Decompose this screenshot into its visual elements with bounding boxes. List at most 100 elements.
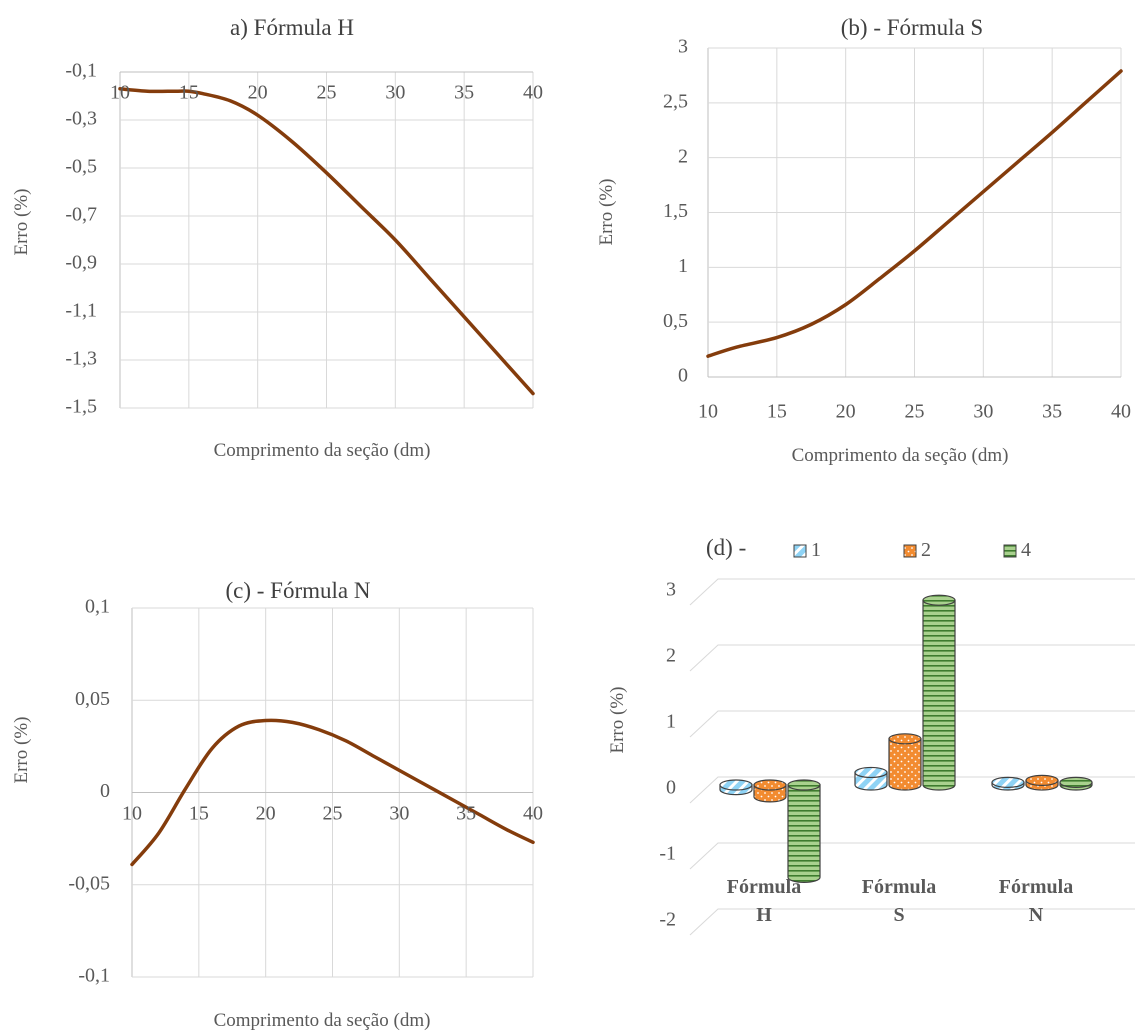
chart-d-bar-2-0-cap xyxy=(991,776,1025,788)
chart-b-xtick-30: 30 xyxy=(973,401,993,423)
chart-d-legend-swatch-2 xyxy=(1003,544,1017,558)
chart-c-title: (c) - Fórmula N xyxy=(226,578,371,603)
chart-d-bar-0-1-cap xyxy=(753,779,787,791)
chart-c-ticks: 10 15 20 25 30 35 40 0,1 0,05 0 -0,05 -0,1 xyxy=(68,596,543,987)
chart-a-ylabel: Erro (%) xyxy=(11,189,32,256)
chart-d-category-1: Fórmula S xyxy=(862,876,936,926)
chart-d-legend-swatch-0 xyxy=(793,544,807,558)
chart-b-ytick-3: 3 xyxy=(678,36,688,58)
chart-d-bar-0-2-cap xyxy=(787,779,821,791)
chart-d-ytick-3: 3 xyxy=(666,579,676,601)
chart-c-series-0-line xyxy=(130,718,535,867)
chart-c-ytick-0,1: 0,1 xyxy=(85,596,110,618)
chart-a-ytick--1,5: -1,5 xyxy=(65,396,97,418)
chart-d-bar-1-0-cap xyxy=(854,766,888,779)
chart-b-formula-s: 10 15 20 25 30 35 40 0 0,5 1 1,5 2 2,5 3 (b) - Fórmul… xyxy=(596,15,1131,466)
chart-d-bar-2-2 xyxy=(1059,776,1093,791)
chart-d-ytick-0: 0 xyxy=(666,777,676,799)
chart-a-ytick--0,5: -0,5 xyxy=(65,156,97,178)
chart-d-bar-0-0-cap xyxy=(719,779,753,791)
chart-a-grid xyxy=(119,71,534,409)
chart-d-category-2: Fórmula N xyxy=(999,876,1073,926)
chart-d-title: (d) - xyxy=(706,535,746,560)
chart-d-bar-0-2 xyxy=(787,779,821,883)
chart-a-xtick-10: 10 xyxy=(110,82,130,104)
chart-b-xtick-40: 40 xyxy=(1111,401,1131,423)
chart-a-xlabel: Comprimento da seção (dm) xyxy=(214,440,431,461)
chart-a-ytick--1,3: -1,3 xyxy=(65,348,97,370)
chart-c-ylabel: Erro (%) xyxy=(11,717,32,784)
chart-b-xtick-15: 15 xyxy=(767,401,787,423)
chart-b-ytick-2: 2 xyxy=(678,145,688,167)
chart-a-ytick--0,3: -0,3 xyxy=(65,108,97,130)
chart-c-ytick--0,1: -0,1 xyxy=(78,965,110,987)
chart-d-bar-1-2 xyxy=(922,594,956,791)
chart-c-ytick-0: 0 xyxy=(100,780,110,802)
chart-d-category-1-line-1: S xyxy=(893,904,904,926)
chart-d-bar-1-1 xyxy=(888,733,922,791)
chart-c-ytick-0,05: 0,05 xyxy=(75,688,110,710)
chart-d-bar-1-1-cap xyxy=(888,733,922,745)
chart-a-series-0-line xyxy=(118,87,535,396)
chart-a-xtick-40: 40 xyxy=(523,82,543,104)
chart-c-xtick-25: 25 xyxy=(323,803,343,825)
chart-b-xtick-25: 25 xyxy=(905,401,925,423)
chart-d-bar-1-1-body xyxy=(888,738,922,791)
chart-a-title: a) Fórmula H xyxy=(230,15,354,40)
chart-d-hgrid-3 xyxy=(689,578,1135,606)
chart-d-bar-2-1-cap xyxy=(1025,774,1059,786)
chart-d-hgrid-1 xyxy=(689,710,1135,738)
chart-d-bar-0-2-body xyxy=(787,784,821,883)
chart-a-xtick-20: 20 xyxy=(248,82,268,104)
chart-d-bar-2-2-cap xyxy=(1059,776,1093,788)
chart-d-bars xyxy=(719,594,1093,883)
chart-a-xtick-25: 25 xyxy=(317,82,337,104)
chart-c-curve xyxy=(130,718,535,867)
chart-c-xtick-20: 20 xyxy=(256,803,276,825)
chart-b-xtick-20: 20 xyxy=(836,401,856,423)
chart-d-bar-1-0 xyxy=(854,766,888,791)
chart-a-ticks: 10 15 20 25 30 35 40 -0,1 -0,3 -0,5 -0,7 -0,9 -1,1 -1… xyxy=(65,60,543,418)
chart-b-ytick-0,5: 0,5 xyxy=(663,310,688,332)
chart-b-grid xyxy=(707,47,1122,378)
chart-a-ytick--1,1: -1,1 xyxy=(65,300,97,322)
chart-d-ytick--2: -2 xyxy=(659,909,676,931)
chart-d-bar-1-2-body xyxy=(922,599,956,791)
chart-c-xtick-35: 35 xyxy=(456,803,476,825)
chart-d-ytick-1: 1 xyxy=(666,711,676,733)
chart-a-ytick--0,9: -0,9 xyxy=(65,252,97,274)
chart-a-xtick-30: 30 xyxy=(385,82,405,104)
chart-d-hgrid-0 xyxy=(689,776,1135,804)
chart-a-ytick--0,1: -0,1 xyxy=(65,60,97,82)
chart-b-ticks: 10 15 20 25 30 35 40 0 0,5 1 1,5 2 2,5 3 xyxy=(663,36,1131,423)
chart-c-xtick-40: 40 xyxy=(523,803,543,825)
chart-d-legend-label-2: 4 xyxy=(1021,539,1031,561)
chart-d-ytick-2: 2 xyxy=(666,645,676,667)
chart-c-xtick-15: 15 xyxy=(189,803,209,825)
chart-c-xtick-30: 30 xyxy=(389,803,409,825)
chart-c-grid xyxy=(131,607,534,978)
chart-d-category-1-line-0: Fórmula xyxy=(862,876,936,898)
chart-d-bar-2-0 xyxy=(991,776,1025,791)
chart-d-legend-swatch-1 xyxy=(903,544,917,558)
chart-d-category-2-line-1: N xyxy=(1029,904,1044,926)
chart-d-category-0-line-1: H xyxy=(756,904,772,926)
chart-d-category-0: Fórmula H xyxy=(727,876,801,926)
chart-b-ytick-0: 0 xyxy=(678,365,688,387)
chart-b-ytick-1,5: 1,5 xyxy=(663,200,688,222)
chart-d-bar-0-0 xyxy=(719,779,753,796)
chart-d-bar-3d: 3 2 1 0 -1 -2 Fórmula H Fórmula S Fórmula N 1 2 4 (d)… xyxy=(607,535,1135,936)
chart-b-xtick-35: 35 xyxy=(1042,401,1062,423)
chart-d-bar-2-1 xyxy=(1025,774,1059,791)
chart-d-legend: 1 2 4 xyxy=(793,539,1031,561)
chart-d-legend-label-0: 1 xyxy=(811,539,821,561)
chart-c-ytick--0,05: -0,05 xyxy=(68,872,110,894)
chart-d-ylabel: Erro (%) xyxy=(607,687,628,754)
chart-d-grid xyxy=(689,578,1135,936)
chart-a-xtick-35: 35 xyxy=(454,82,474,104)
chart-b-xlabel: Comprimento da seção (dm) xyxy=(792,445,1009,466)
chart-c-xlabel: Comprimento da seção (dm) xyxy=(214,1010,431,1031)
chart-d-ticks: 3 2 1 0 -1 -2 Fórmula H Fórmula S Fórmula N xyxy=(659,579,1073,931)
chart-d-hgrid--2 xyxy=(689,908,1135,936)
